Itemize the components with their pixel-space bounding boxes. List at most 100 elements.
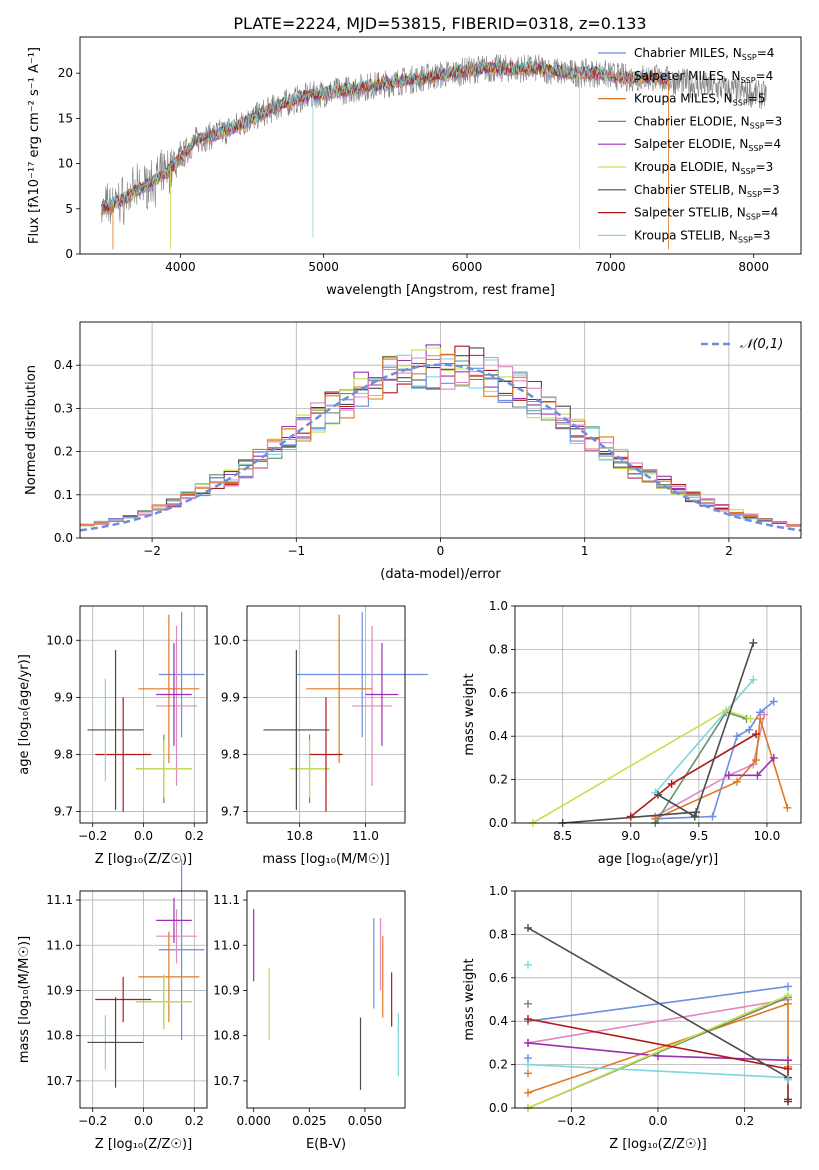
- legend-sub: SSP: [738, 235, 753, 244]
- residuals-panel: −2 −1 0 1 2 0.0 0.1 0.2 0.3 0.4 (data-model)/error…: [24, 321, 802, 582]
- x-tick-label: 7000: [595, 260, 626, 274]
- mass-weight-line: [527, 994, 789, 1109]
- weight-marker: [667, 779, 676, 788]
- legend-tail: =4: [756, 69, 774, 83]
- legend-tail: =4: [761, 206, 779, 220]
- legend-sub: SSP: [747, 190, 762, 199]
- legend-label: Salpeter STELIB, NSSP=4: [634, 206, 778, 222]
- x-tick-label: 10.8: [286, 829, 313, 843]
- legend-tail: =5: [748, 92, 766, 106]
- x-tick-label: −0.2: [557, 1114, 586, 1128]
- legend-label: 𝒩(0,1): [740, 337, 783, 352]
- y-tick-label: 0.2: [489, 773, 508, 787]
- x-tick-label: 0.2: [185, 1114, 204, 1128]
- axes-frame: [79, 321, 802, 539]
- weight-vs-age-panel: 8.5 9.0 9.5 10.0 0.0 0.2 0.4 0.6 0.8 1.0 age [log₁…: [462, 599, 802, 867]
- x-tick-label: 10.0: [754, 829, 781, 843]
- mass-weight-line: [527, 927, 789, 1079]
- age-vs-mass-panel: 10.8 11.0 9.7 9.8 9.9 10.0 mass [log₁₀(M/M☉)]: [213, 605, 429, 867]
- mass-vs-extinction-panel: 0.000 0.025 0.050 10.7 10.8 10.9 11.0 11.1 E(B-V…: [213, 890, 406, 1152]
- y-tick-label: 11.1: [46, 893, 73, 907]
- x-tick-label: 1: [581, 544, 589, 558]
- mass-weight-line: [532, 709, 751, 824]
- legend-sub: SSP: [750, 121, 765, 130]
- weight-marker: [524, 999, 532, 1008]
- model-spectrum-line: [101, 59, 671, 211]
- weight-marker: [692, 808, 701, 817]
- weight-marker: [784, 991, 792, 1000]
- x-tick-label: 0.050: [348, 1114, 382, 1128]
- y-tick-label: 0.8: [489, 927, 508, 941]
- legend-sub: SSP: [742, 53, 757, 62]
- weight-marker: [784, 1095, 792, 1104]
- x-tick-label: 0.0: [134, 1114, 153, 1128]
- x-tick-label: 8000: [738, 260, 769, 274]
- legend-tail: =3: [765, 114, 783, 128]
- legend-label: Chabrier ELODIE, NSSP=3: [634, 114, 782, 130]
- legend-sub: SSP: [746, 213, 761, 222]
- spectrum-panel: 4000 5000 6000 7000 8000 0 5 10 15 20 wavelength […: [27, 36, 802, 298]
- legend-tail: =4: [757, 46, 775, 60]
- weight-marker: [524, 1015, 532, 1024]
- axes-frame: [514, 890, 802, 1109]
- y-axis-label: age [log₁₀(age/yr)]: [17, 654, 32, 775]
- legend-sub: SSP: [741, 167, 756, 176]
- x-axis-label: E(B-V): [306, 1137, 346, 1152]
- weight-marker: [769, 697, 778, 706]
- x-axis-label: Z [log₁₀(Z/Z☉)]: [609, 1137, 706, 1152]
- y-tick-label: 10.8: [213, 1029, 240, 1043]
- weight-marker: [690, 812, 699, 821]
- x-axis-label: wavelength [Angstrom, rest frame]: [326, 283, 555, 298]
- y-tick-label: 0.2: [489, 1058, 508, 1072]
- x-tick-label: 0.025: [292, 1114, 326, 1128]
- legend-text: Salpeter ELODIE, N: [634, 137, 748, 151]
- x-tick-label: −1: [287, 544, 305, 558]
- x-tick-label: 0.0: [134, 829, 153, 843]
- legend-label: Salpeter ELODIE, NSSP=4: [634, 137, 781, 153]
- legend-label: Chabrier MILES, NSSP=4: [634, 46, 774, 62]
- figure-title: PLATE=2224, MJD=53815, FIBERID=0318, z=0…: [233, 14, 646, 33]
- x-tick-label: 4000: [165, 260, 196, 274]
- y-tick-label: 0.6: [489, 686, 508, 700]
- x-tick-label: 6000: [452, 260, 483, 274]
- mass-weight-line: [527, 1063, 789, 1079]
- weight-marker: [524, 960, 532, 969]
- weight-marker: [524, 1088, 532, 1097]
- age-vs-metallicity-panel: −0.2 0.0 0.2 9.7 9.8 9.9 10.0 Z [log₁₀(Z/Z☉)] ag…: [17, 605, 208, 867]
- y-tick-label: 0.3: [54, 401, 73, 415]
- weight-marker: [784, 1056, 792, 1065]
- weight-marker: [524, 923, 532, 932]
- x-tick-label: 9.5: [689, 829, 708, 843]
- x-axis-label: mass [log₁₀(M/M☉)]: [262, 852, 389, 867]
- x-tick-label: 11.0: [352, 829, 379, 843]
- y-tick-label: 9.8: [221, 747, 240, 761]
- weight-marker: [732, 777, 741, 786]
- y-tick-label: 0.4: [54, 358, 73, 372]
- y-tick-label: 11.0: [46, 938, 73, 952]
- legend-sub: SSP: [741, 76, 756, 85]
- weight-marker: [752, 730, 761, 739]
- y-tick-label: 0.8: [489, 642, 508, 656]
- legend-label: Chabrier STELIB, NSSP=3: [634, 183, 780, 199]
- y-tick-label: 5: [65, 202, 73, 216]
- x-tick-label: 0.0: [648, 1114, 667, 1128]
- residual-histogram-step: [80, 355, 801, 527]
- mass-weight-line: [654, 679, 754, 794]
- y-tick-label: 9.9: [221, 690, 240, 704]
- axes-frame: [246, 890, 406, 1109]
- y-tick-label: 0.0: [54, 531, 73, 545]
- y-tick-label: 10.8: [46, 1029, 73, 1043]
- weight-marker: [732, 732, 741, 741]
- legend-text: Chabrier ELODIE, N: [634, 114, 750, 128]
- weight-marker: [753, 771, 762, 780]
- weight-marker: [749, 675, 758, 684]
- mass-weight-line: [527, 998, 789, 1044]
- weight-marker: [784, 1075, 792, 1084]
- axes-frame: [246, 605, 406, 824]
- grid-lines: [80, 606, 207, 823]
- legend: 𝒩(0,1): [701, 337, 783, 352]
- y-axis-label: Normed distribution: [24, 365, 39, 495]
- x-tick-label: 0: [437, 544, 445, 558]
- weight-marker: [524, 1069, 532, 1078]
